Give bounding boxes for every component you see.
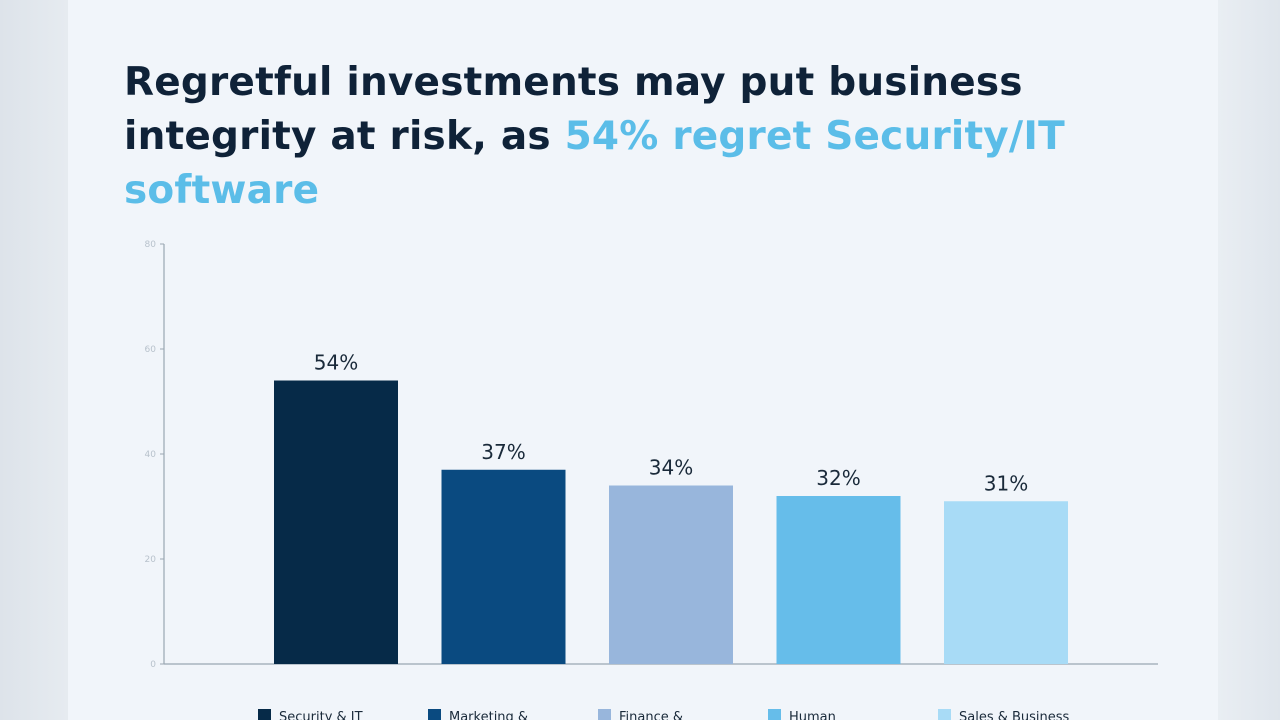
legend-label: Finance &	[619, 710, 683, 720]
legend-label: Security & IT	[279, 710, 363, 720]
legend-swatch	[938, 709, 951, 720]
legend-label: Marketing &	[449, 710, 528, 720]
y-tick-label: 40	[145, 450, 157, 460]
bar-value-label: 54%	[314, 351, 358, 375]
bar-value-label: 32%	[816, 466, 860, 490]
background-right-strip	[1218, 0, 1280, 720]
bar	[944, 501, 1068, 664]
legend-swatch	[768, 709, 781, 720]
chart-title: Regretful investments may put business i…	[124, 56, 1174, 218]
y-tick-label: 20	[145, 555, 157, 565]
bar	[274, 380, 398, 664]
legend-swatch	[598, 709, 611, 720]
bar	[441, 469, 566, 664]
title-main-text: Regretful investments may put business i…	[124, 60, 1023, 159]
y-tick-label: 0	[150, 660, 156, 670]
title-highlight-text: 54% regret Security/IT software	[124, 114, 1065, 213]
bar	[609, 485, 733, 664]
bar-value-label: 37%	[481, 440, 525, 464]
legend-swatch	[428, 709, 441, 720]
bar-value-label: 34%	[649, 456, 693, 480]
legend-label: Human	[789, 710, 836, 720]
background-left-strip	[0, 0, 68, 720]
bar-value-label: 31%	[984, 471, 1028, 495]
legend-label: Sales & Business	[959, 710, 1070, 720]
y-tick-label: 60	[145, 345, 157, 355]
y-tick-label: 80	[145, 240, 157, 250]
legend-swatch	[258, 709, 271, 720]
bar	[776, 496, 901, 664]
